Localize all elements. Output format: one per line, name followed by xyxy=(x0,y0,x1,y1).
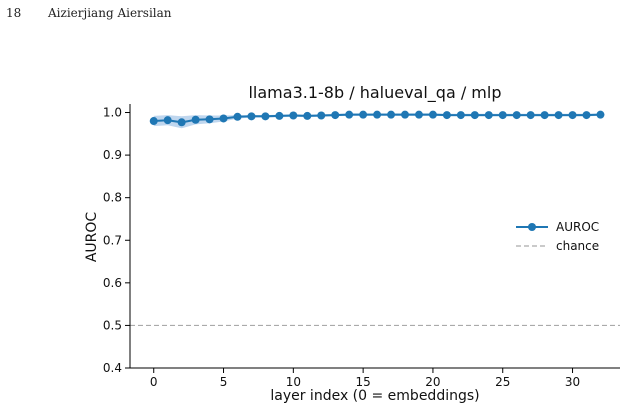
page-header: 18 Aizierjiang Aiersilan xyxy=(6,6,172,20)
auroc-point xyxy=(373,110,382,119)
auroc-point xyxy=(498,111,507,120)
auroc-point xyxy=(442,111,451,120)
author-name: Aizierjiang Aiersilan xyxy=(48,6,172,20)
auroc-point xyxy=(484,111,493,120)
auroc-point xyxy=(456,111,465,120)
plot-area: 0.4 0.5 0.6 0.7 0.8 0.9 1.0 0 5 10 15 20 25 30 xyxy=(103,104,620,389)
y-tick-label: 0.4 xyxy=(103,361,122,375)
auroc-point xyxy=(540,111,549,120)
auroc-point xyxy=(331,111,340,120)
auroc-point xyxy=(275,111,284,120)
auroc-point xyxy=(191,115,200,124)
auroc-point xyxy=(596,110,605,119)
legend: AUROC chance xyxy=(516,220,599,253)
x-tick-label: 5 xyxy=(220,375,228,389)
auroc-point xyxy=(568,111,577,120)
x-axis-label: layer index (0 = embeddings) xyxy=(270,388,479,404)
y-tick-label: 0.6 xyxy=(103,276,122,290)
x-tick-label: 10 xyxy=(286,375,301,389)
auroc-point xyxy=(414,110,423,119)
x-tick-label: 25 xyxy=(495,375,510,389)
auroc-point xyxy=(219,114,228,123)
legend-auroc-marker xyxy=(528,223,536,231)
auroc-point xyxy=(233,112,242,121)
page-number: 18 xyxy=(6,6,22,20)
auroc-point xyxy=(401,110,410,119)
x-tick-label: 30 xyxy=(565,375,580,389)
auroc-point xyxy=(205,115,214,124)
legend-chance-label: chance xyxy=(556,239,599,253)
auroc-point xyxy=(317,111,326,120)
auroc-point xyxy=(512,111,521,120)
auroc-point xyxy=(345,110,354,119)
y-tick-label: 0.9 xyxy=(103,148,122,162)
auroc-point xyxy=(163,116,172,125)
auroc-point xyxy=(428,110,437,119)
legend-auroc-label: AUROC xyxy=(556,220,599,234)
auroc-point xyxy=(247,112,256,121)
auroc-point xyxy=(387,110,396,119)
auroc-point xyxy=(177,118,186,127)
x-tick-label: 0 xyxy=(150,375,158,389)
auroc-point xyxy=(554,111,563,120)
y-tick-label: 0.5 xyxy=(103,318,122,332)
auroc-point xyxy=(289,111,298,120)
x-tick-label: 20 xyxy=(425,375,440,389)
auroc-point xyxy=(359,110,368,119)
auroc-point xyxy=(526,111,535,120)
y-tick-label: 0.8 xyxy=(103,191,122,205)
auroc-point xyxy=(470,111,479,120)
x-tick-label: 15 xyxy=(355,375,370,389)
y-axis-label: AUROC xyxy=(84,212,100,263)
auroc-point xyxy=(149,117,158,126)
y-tick-label: 1.0 xyxy=(103,106,122,120)
auroc-point xyxy=(261,112,270,121)
y-tick-label: 0.7 xyxy=(103,233,122,247)
auroc-point xyxy=(303,111,312,120)
chart-title: llama3.1-8b / halueval_qa / mlp xyxy=(248,83,501,103)
auroc-point xyxy=(582,111,591,120)
